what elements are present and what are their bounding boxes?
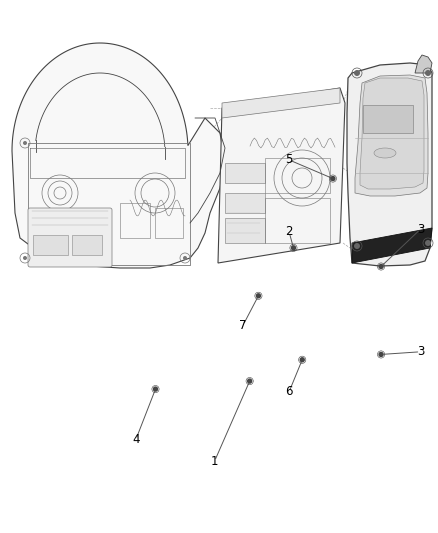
Bar (225, 163, 265, 183)
Circle shape (183, 256, 187, 260)
Circle shape (425, 70, 431, 76)
Bar (225, 193, 265, 213)
Text: 6: 6 (285, 385, 293, 398)
FancyBboxPatch shape (28, 208, 112, 267)
Text: 3: 3 (417, 223, 424, 236)
Ellipse shape (374, 148, 396, 158)
Polygon shape (355, 75, 428, 196)
Polygon shape (360, 78, 424, 189)
Polygon shape (347, 63, 432, 266)
Bar (155, 208, 183, 238)
Circle shape (331, 176, 335, 181)
Bar (363, 105, 413, 133)
Circle shape (354, 243, 360, 249)
Text: 4: 4 (132, 433, 140, 446)
Bar (120, 203, 150, 238)
Circle shape (153, 387, 158, 391)
Circle shape (354, 70, 360, 76)
Polygon shape (12, 43, 225, 268)
Text: 1: 1 (211, 455, 219, 467)
Text: 5: 5 (286, 154, 293, 166)
Circle shape (379, 264, 383, 269)
Text: 2: 2 (285, 225, 293, 238)
Text: 7: 7 (239, 319, 247, 332)
Bar (225, 218, 265, 243)
Polygon shape (352, 228, 432, 263)
Circle shape (256, 294, 261, 298)
Circle shape (425, 240, 431, 246)
Polygon shape (218, 88, 345, 263)
Text: 3: 3 (417, 345, 424, 358)
Circle shape (23, 256, 27, 260)
Bar (265, 158, 330, 193)
Circle shape (247, 379, 252, 383)
Circle shape (23, 141, 27, 145)
Circle shape (291, 246, 296, 250)
Bar (33, 235, 68, 255)
Bar (72, 235, 102, 255)
Circle shape (379, 352, 383, 357)
Polygon shape (415, 55, 432, 73)
Circle shape (300, 358, 304, 362)
Bar (265, 198, 330, 243)
Polygon shape (222, 88, 340, 118)
